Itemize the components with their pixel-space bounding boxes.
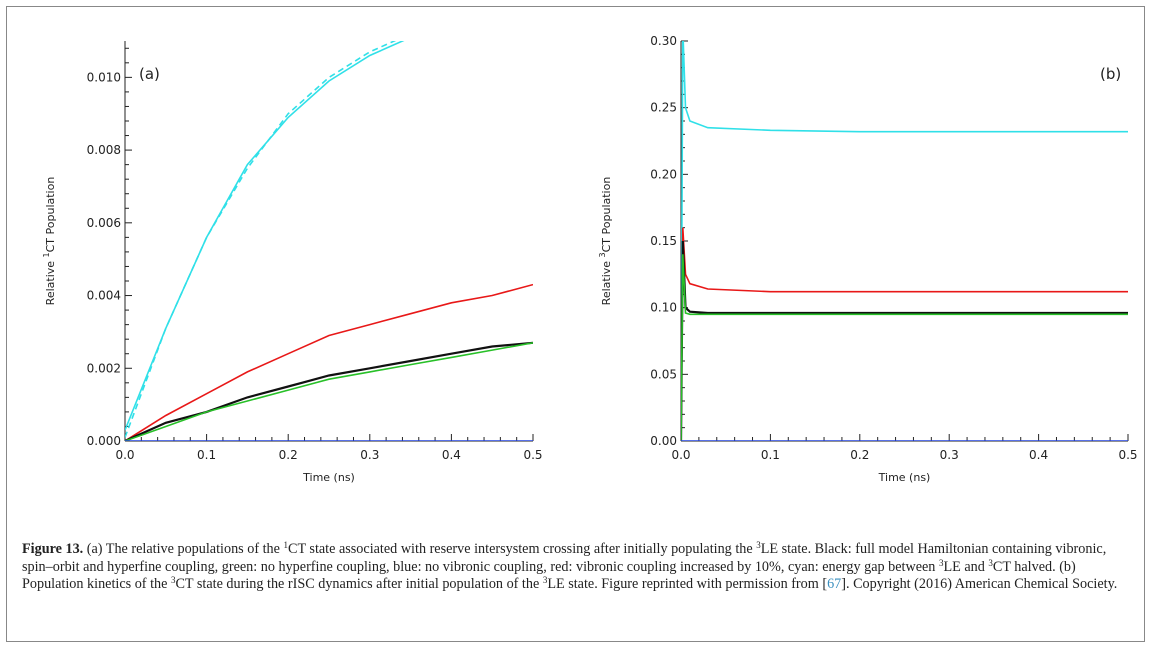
caption-label: Figure 13. [22, 541, 84, 557]
x-tick-label: 0.4 [1029, 448, 1048, 462]
x-tick-label: 0.2 [279, 448, 298, 462]
y-axis-label-suffix: CT Population [600, 177, 613, 253]
series-line [681, 254, 1128, 441]
y-tick-label: 0.002 [87, 361, 121, 375]
x-axis-label: Time (ns) [878, 471, 931, 484]
x-tick-label: 0.0 [115, 448, 134, 462]
x-tick-label: 0.3 [940, 448, 959, 462]
y-tick-label: 0.000 [87, 434, 121, 448]
series-line [125, 41, 397, 438]
x-tick-label: 0.5 [523, 448, 542, 462]
y-tick-label: 0.006 [87, 216, 121, 230]
x-tick-label: 0.1 [197, 448, 216, 462]
caption-text: (a) The relative populations of the 1CT … [22, 540, 1118, 593]
y-axis-label-suffix: CT Population [44, 177, 57, 253]
y-tick-label: 0.20 [650, 167, 677, 181]
series-line [125, 283, 533, 441]
y-axis-label: Relative 1CT Population [42, 177, 57, 306]
y-tick-label: 0.010 [87, 70, 121, 84]
x-axis-label: Time (ns) [302, 471, 355, 484]
series-line [125, 342, 533, 441]
x-tick-label: 0.4 [442, 448, 461, 462]
x-tick-label: 0.1 [761, 448, 780, 462]
panel-b: 0.0 0.1 0.2 0.3 0.4 0.5 0.00 0.05 0.10 0.15 0.20 0.… [598, 34, 1138, 484]
series-line [681, 227, 1128, 441]
x-tick-label: 0.2 [850, 448, 869, 462]
y-tick-label: 0.004 [87, 289, 121, 303]
series-line [681, 41, 1128, 441]
panel-label: (a) [139, 65, 160, 83]
y-tick-label: 0.15 [650, 234, 677, 248]
panel-label: (b) [1100, 65, 1121, 83]
y-tick-label: 0.25 [650, 101, 677, 115]
y-axis-label: Relative 3CT Population [598, 177, 613, 306]
y-axis-label-prefix: Relative [44, 257, 57, 305]
y-tick-label: 0.10 [650, 301, 677, 315]
y-tick-label: 0.008 [87, 143, 121, 157]
y-tick-label: 0.00 [650, 434, 677, 448]
y-axis-label-sup: 3 [598, 252, 607, 257]
figure-frame [6, 6, 1145, 642]
x-tick-label: 0.3 [360, 448, 379, 462]
y-tick-label: 0.05 [650, 367, 677, 381]
y-tick-label: 0.30 [650, 34, 677, 48]
panel-a: 0.0 0.1 0.2 0.3 0.4 0.5 0.000 0.002 0.004 0.006 0.… [42, 41, 543, 484]
series-line [125, 341, 533, 441]
series-line [125, 41, 405, 431]
x-tick-label: 0.0 [671, 448, 690, 462]
y-axis-label-prefix: Relative [600, 257, 613, 305]
series-line [681, 240, 1128, 441]
y-axis-label-sup: 1 [42, 252, 51, 257]
figure-caption: Figure 13. (a) The relative populations … [22, 541, 1134, 594]
x-tick-label: 0.5 [1118, 448, 1137, 462]
